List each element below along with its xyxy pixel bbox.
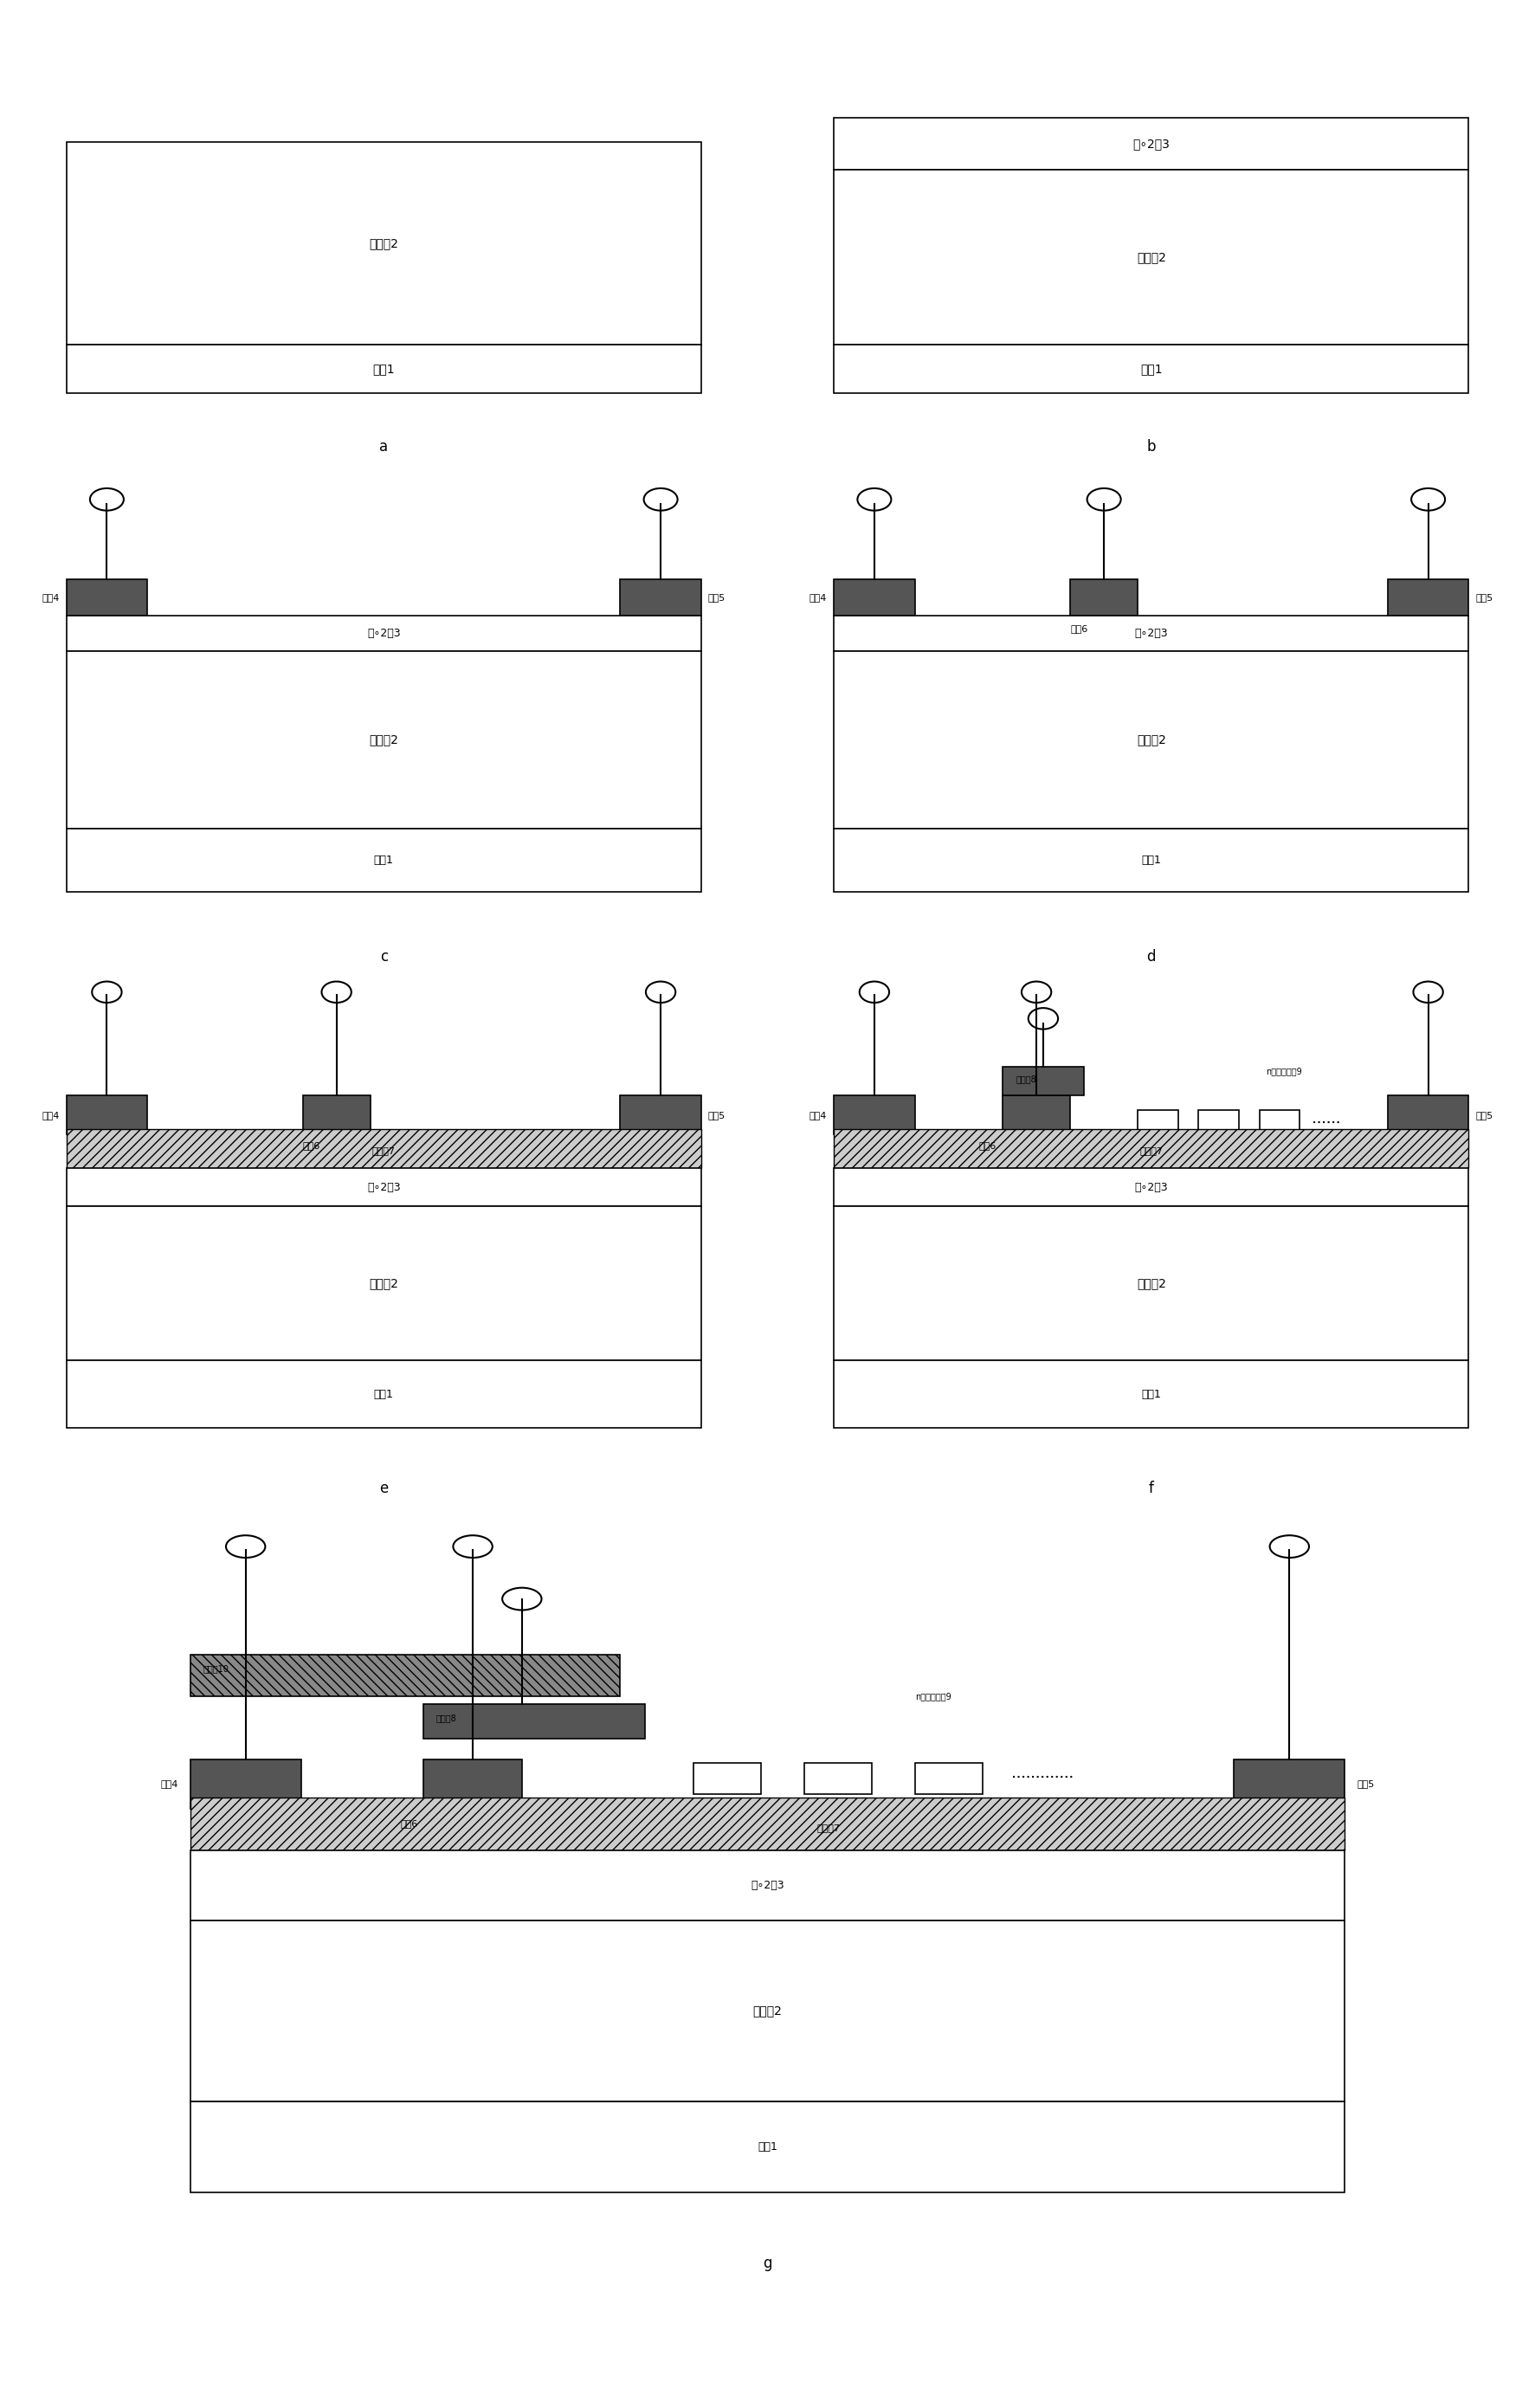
Bar: [190, 1799, 1345, 1849]
Bar: [66, 142, 701, 344]
Text: 源杗4: 源杗4: [809, 1110, 827, 1120]
Bar: [620, 1096, 701, 1134]
Text: 源杗4: 源杗4: [809, 592, 827, 602]
Text: 衬块1: 衬块1: [1141, 364, 1162, 376]
Bar: [694, 1763, 761, 1794]
Bar: [834, 614, 1469, 650]
Text: 源杗4: 源杗4: [161, 1780, 178, 1789]
Text: 势∘2卥3: 势∘2卥3: [1133, 137, 1170, 149]
Bar: [834, 580, 915, 614]
Text: d: d: [1147, 949, 1156, 966]
Bar: [66, 1361, 701, 1428]
Bar: [834, 171, 1469, 344]
Text: 势∘2卥3: 势∘2卥3: [751, 1881, 784, 1890]
Bar: [66, 1129, 701, 1168]
Bar: [1388, 1096, 1469, 1134]
Text: 势∘2卥3: 势∘2卥3: [367, 1182, 401, 1192]
Text: 源杗4: 源杗4: [41, 1110, 60, 1120]
Text: 钒化卥7: 钒化卥7: [1139, 1146, 1164, 1156]
Text: b: b: [1147, 438, 1156, 455]
Text: 漏杗5: 漏杗5: [1357, 1780, 1374, 1789]
Bar: [66, 580, 147, 614]
Bar: [834, 118, 1469, 171]
Bar: [834, 650, 1469, 828]
Text: 栊杗6: 栊杗6: [1070, 624, 1088, 633]
Text: 过渡卥2: 过渡卥2: [1136, 250, 1167, 262]
Text: 栊杗6: 栊杗6: [978, 1141, 996, 1151]
Text: 过渡卥2: 过渡卥2: [368, 1276, 399, 1291]
Text: 栊杗6: 栊杗6: [401, 1818, 418, 1828]
Bar: [66, 614, 701, 650]
Bar: [302, 1096, 370, 1134]
Bar: [190, 1919, 1345, 2102]
Text: a: a: [379, 438, 388, 455]
Bar: [1070, 580, 1137, 614]
Bar: [190, 1760, 301, 1808]
Bar: [1259, 1110, 1300, 1134]
Bar: [620, 580, 701, 614]
Bar: [190, 1654, 620, 1698]
Text: n个浮空场杔9: n个浮空场杔9: [915, 1693, 952, 1700]
Text: 过渡卥2: 过渡卥2: [368, 734, 399, 746]
Bar: [190, 2102, 1345, 2191]
Text: 过渡卥2: 过渡卥2: [752, 2006, 783, 2018]
Bar: [1137, 1110, 1179, 1134]
Bar: [424, 1760, 522, 1808]
Text: 势∘2卥3: 势∘2卥3: [367, 628, 401, 638]
Bar: [66, 1168, 701, 1206]
Bar: [66, 1206, 701, 1361]
Text: 栊杗6: 栊杗6: [302, 1141, 321, 1151]
Bar: [834, 1096, 915, 1134]
Bar: [66, 344, 701, 393]
Text: 钒化卥7: 钒化卥7: [371, 1146, 396, 1156]
Text: 保护制10: 保护制10: [203, 1664, 229, 1674]
Text: f: f: [1148, 1481, 1154, 1495]
Bar: [1234, 1760, 1345, 1808]
Bar: [804, 1763, 872, 1794]
Bar: [834, 1206, 1469, 1361]
Bar: [1388, 580, 1469, 614]
Bar: [190, 1849, 1345, 1919]
Bar: [66, 1096, 147, 1134]
Bar: [915, 1763, 982, 1794]
Text: g: g: [763, 2256, 772, 2271]
Text: 源场扈8: 源场扈8: [1016, 1074, 1036, 1084]
Text: 漏杗5: 漏杗5: [708, 1110, 726, 1120]
Text: c: c: [379, 949, 388, 966]
Text: 衬块1: 衬块1: [375, 855, 393, 867]
Text: 过渡卥2: 过渡卥2: [1136, 734, 1167, 746]
Text: 源杗4: 源杗4: [41, 592, 60, 602]
Text: 衬块1: 衬块1: [1142, 1389, 1160, 1399]
Text: 衬块1: 衬块1: [1142, 855, 1160, 867]
Bar: [66, 650, 701, 828]
Text: 漏杗5: 漏杗5: [1475, 1110, 1494, 1120]
Bar: [834, 828, 1469, 891]
Bar: [424, 1705, 645, 1739]
Bar: [834, 1168, 1469, 1206]
Bar: [1199, 1110, 1239, 1134]
Text: 过渡卥2: 过渡卥2: [1136, 1276, 1167, 1291]
Bar: [834, 1129, 1469, 1168]
Text: 过渡卥2: 过渡卥2: [368, 238, 399, 250]
Bar: [834, 1361, 1469, 1428]
Bar: [1002, 1067, 1084, 1096]
Text: 势∘2卥3: 势∘2卥3: [1134, 628, 1168, 638]
Text: 衬块1: 衬块1: [758, 2141, 777, 2153]
Text: e: e: [379, 1481, 388, 1495]
Bar: [1002, 1096, 1070, 1134]
Text: 钒化卥7: 钒化卥7: [817, 1823, 841, 1832]
Text: n个浮空场杔9: n个浮空场杔9: [1266, 1067, 1302, 1076]
Text: 衬块1: 衬块1: [373, 364, 394, 376]
Text: 漏杗5: 漏杗5: [708, 592, 726, 602]
Bar: [834, 344, 1469, 393]
Text: 漏杗5: 漏杗5: [1475, 592, 1494, 602]
Bar: [66, 828, 701, 891]
Text: 源场扈8: 源场扈8: [436, 1714, 456, 1722]
Text: 势∘2卥3: 势∘2卥3: [1134, 1182, 1168, 1192]
Text: 衬块1: 衬块1: [375, 1389, 393, 1399]
